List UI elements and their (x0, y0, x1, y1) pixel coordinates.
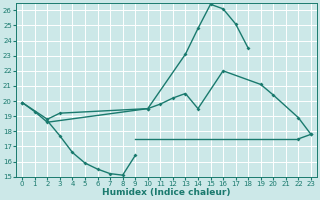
X-axis label: Humidex (Indice chaleur): Humidex (Indice chaleur) (102, 188, 231, 197)
